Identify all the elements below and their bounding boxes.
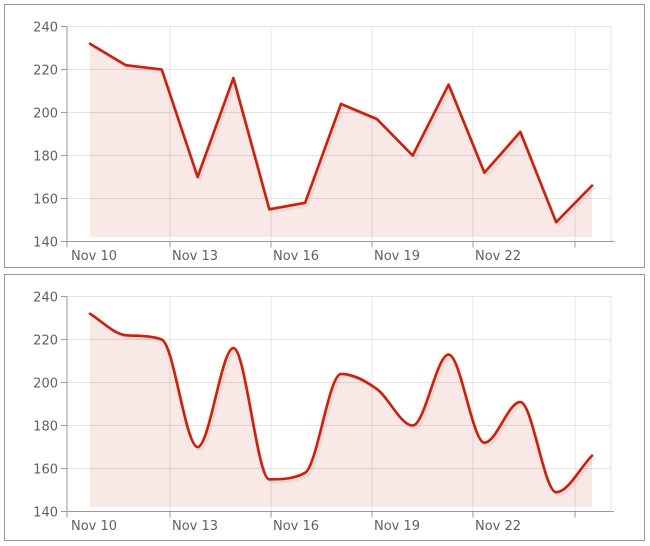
x-tick-label: Nov 10	[71, 249, 117, 264]
x-tick-label: Nov 13	[172, 249, 218, 264]
y-tick-label: 140	[33, 505, 58, 520]
y-tick-label: 240	[33, 20, 58, 35]
x-tick-label: Nov 13	[172, 519, 218, 534]
x-tick-label: Nov 19	[374, 519, 420, 534]
x-tick-label: Nov 22	[475, 249, 521, 264]
y-tick-label: 160	[33, 192, 58, 207]
linear-area-chart: 240 220 200 180 160 140 Nov 10 Nov 13 Nov 16 Nov …	[33, 20, 614, 264]
x-tick-label: Nov 16	[273, 249, 319, 264]
area-fill	[90, 43, 592, 238]
y-tick-label: 240	[33, 290, 58, 305]
linear-area-chart-panel: 240 220 200 180 160 140 Nov 10 Nov 13 Nov 16 Nov …	[4, 4, 645, 268]
x-tick-label: Nov 22	[475, 519, 521, 534]
y-tick-label: 180	[33, 419, 58, 434]
smoothed-area-chart: 240 220 200 180 160 140 Nov 10 Nov 13 Nov 16 Nov …	[33, 290, 614, 534]
y-tick-label: 220	[33, 333, 58, 348]
smoothed-area-chart-panel: 240 220 200 180 160 140 Nov 10 Nov 13 Nov 16 Nov …	[4, 274, 645, 541]
y-tick-label: 200	[33, 376, 58, 391]
y-tick-label: 160	[33, 462, 58, 477]
x-tick-label: Nov 10	[71, 519, 117, 534]
y-tick-label: 200	[33, 106, 58, 121]
y-tick-label: 140	[33, 235, 58, 250]
y-tick-label: 220	[33, 63, 58, 78]
series-line-shadow	[91, 45, 597, 227]
x-tick-label: Nov 16	[273, 519, 319, 534]
x-tick-label: Nov 19	[374, 249, 420, 264]
series-line	[88, 312, 594, 494]
area-fill	[90, 313, 592, 507]
series-line-shadow	[91, 315, 597, 497]
series-line	[88, 42, 594, 224]
y-tick-label: 180	[33, 149, 58, 164]
